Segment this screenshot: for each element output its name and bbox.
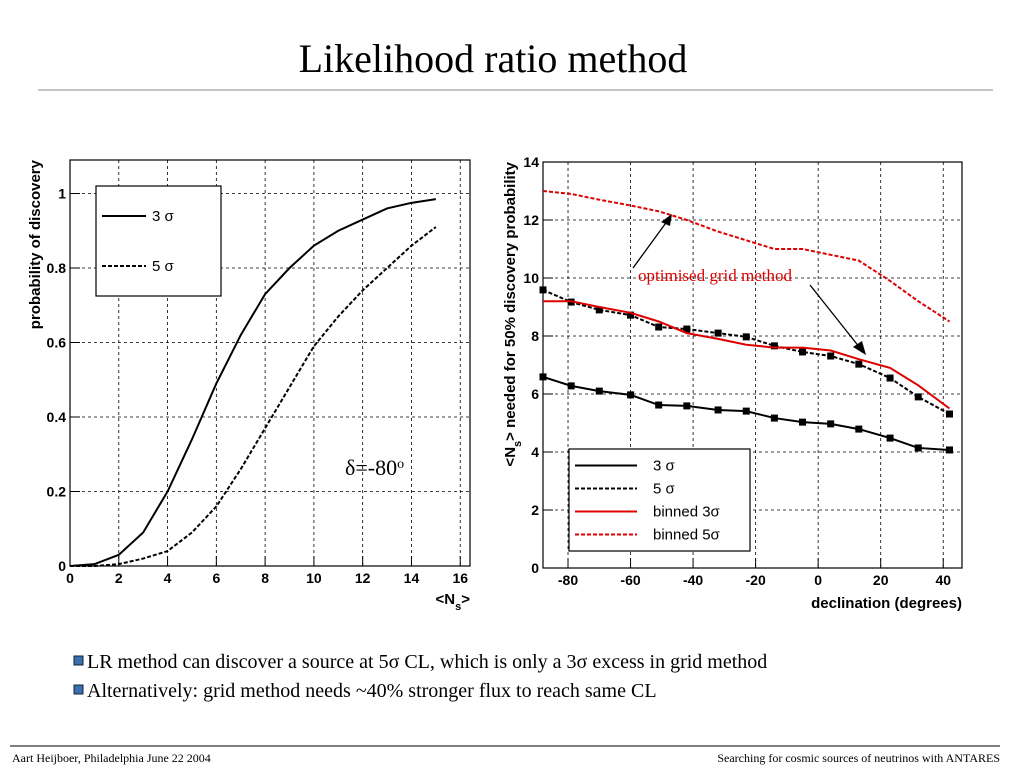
point-marker — [827, 420, 835, 428]
y-axis-label: probability of discovery — [27, 159, 44, 329]
legend-label: binned 5σ — [653, 527, 721, 544]
legend-label: 5 σ — [152, 258, 175, 275]
series-line — [70, 226, 437, 567]
label-part: > — [461, 591, 470, 608]
point-marker — [770, 414, 778, 422]
y-tick-label: 2 — [531, 502, 539, 518]
point-marker — [627, 311, 635, 319]
footer-right: Searching for cosmic sources of neutrino… — [717, 751, 1000, 765]
x-tick-label: 16 — [452, 570, 468, 586]
point-marker — [886, 434, 894, 442]
plot-frame — [542, 161, 963, 569]
x-tick-label: 2 — [115, 570, 123, 586]
point-marker — [799, 418, 807, 426]
series-line — [542, 190, 951, 323]
point-marker — [945, 410, 953, 418]
x-tick-label: -40 — [683, 572, 703, 588]
arrow — [632, 219, 669, 269]
y-tick-label: 8 — [531, 328, 539, 344]
x-tick-label: -80 — [558, 572, 578, 588]
bullet-text: Alternatively: grid method needs ~40% st… — [87, 680, 657, 702]
x-tick-label: 6 — [212, 570, 220, 586]
label-part: δ=-80 — [345, 455, 397, 480]
point-marker — [627, 391, 635, 399]
legend-label: 3 σ — [152, 208, 175, 225]
x-tick-label: 0 — [66, 570, 74, 586]
y-tick-label: 0.4 — [47, 409, 67, 425]
y-tick-label: 0 — [531, 560, 539, 576]
x-axis-label: <Ns> — [436, 591, 471, 613]
x-tick-label: 0 — [814, 572, 822, 588]
legend-label: 5 σ — [653, 481, 676, 498]
legend-box — [95, 185, 222, 297]
arrow-head — [661, 214, 672, 226]
bullet-text: LR method can discover a source at 5σ CL… — [87, 651, 767, 673]
point-marker — [855, 425, 863, 433]
annotation: δ=-80o — [345, 455, 404, 480]
x-tick-label: 14 — [404, 570, 420, 586]
bullet-icon — [73, 684, 84, 695]
x-tick-label: 12 — [355, 570, 371, 586]
point-marker — [714, 329, 722, 337]
bullet-icon — [73, 655, 84, 666]
series-line — [543, 300, 951, 410]
series-line — [69, 198, 437, 567]
point-marker — [714, 406, 722, 414]
point-marker — [567, 382, 575, 390]
x-tick-label: 8 — [261, 570, 269, 586]
x-tick-label: -20 — [746, 572, 766, 588]
label-part: s — [512, 441, 524, 447]
slide-title: Likelihood ratio method — [299, 36, 688, 81]
point-marker — [799, 348, 807, 356]
y-tick-label: 0.8 — [47, 260, 67, 276]
arrow — [809, 284, 861, 349]
x-tick-label: 4 — [164, 570, 172, 586]
label-part: s — [455, 601, 461, 613]
point-marker — [655, 401, 663, 409]
point-marker — [539, 373, 547, 381]
point-marker — [827, 352, 835, 360]
y-tick-label: 0 — [58, 558, 66, 574]
y-tick-label: 6 — [531, 386, 539, 402]
y-tick-label: 4 — [531, 444, 539, 460]
footer-left: Aart Heijboer, Philadelphia June 22 2004 — [12, 751, 211, 765]
label-part: o — [397, 457, 404, 472]
point-marker — [655, 323, 663, 331]
x-tick-label: -60 — [620, 572, 640, 588]
y-tick-label: 0.2 — [47, 484, 67, 500]
annotation: optimised grid method — [638, 266, 792, 285]
point-marker — [683, 402, 691, 410]
point-marker — [770, 342, 778, 350]
point-marker — [595, 387, 603, 395]
point-marker — [595, 306, 603, 314]
legend-label: binned 3σ — [653, 504, 721, 521]
x-axis-label: declination (degrees) — [811, 595, 962, 612]
y-tick-label: 1 — [58, 186, 66, 202]
point-marker — [742, 333, 750, 341]
y-tick-label: 12 — [523, 212, 539, 228]
legend-label: 3 σ — [653, 458, 676, 475]
point-marker — [914, 393, 922, 401]
label-part: <N — [436, 591, 456, 608]
label-part: <N — [502, 447, 519, 467]
point-marker — [886, 374, 894, 382]
point-marker — [683, 325, 691, 333]
x-tick-label: 20 — [873, 572, 889, 588]
arrow-head — [853, 341, 866, 355]
point-marker — [742, 407, 750, 415]
point-marker — [914, 444, 922, 452]
x-tick-label: 10 — [306, 570, 322, 586]
y-tick-label: 0.6 — [47, 335, 67, 351]
point-marker — [855, 360, 863, 368]
y-tick-label: 10 — [523, 270, 539, 286]
y-axis-label: <Ns> needed for 50% discovery probabilit… — [502, 161, 524, 466]
x-tick-label: 40 — [935, 572, 951, 588]
point-marker — [539, 286, 547, 294]
label-part: > needed for 50% discovery probability — [502, 161, 519, 440]
point-marker — [945, 446, 953, 454]
y-tick-label: 14 — [523, 154, 539, 170]
